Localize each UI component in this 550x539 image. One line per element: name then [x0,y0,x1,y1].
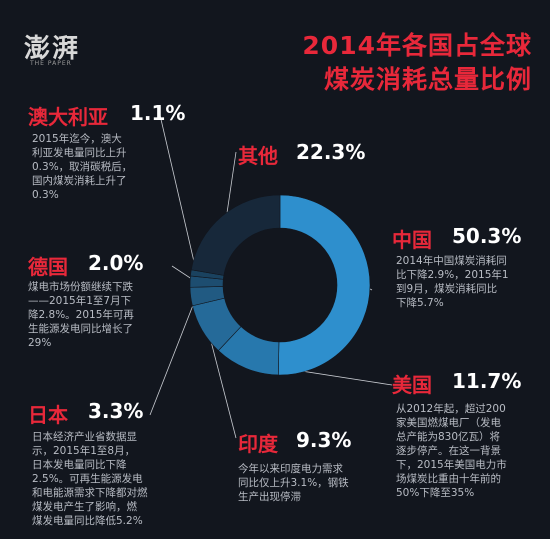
desc-line: 到9月，煤炭消耗同比 [396,283,498,295]
desc-line: 和电能源需求下降都对燃 [32,487,148,499]
label-other-pct: 22.3% [296,140,366,164]
label-india-pct: 9.3% [296,428,352,452]
desc-line: 日本经济产业省数据显 [32,431,137,443]
donut-slices [189,194,371,376]
leader-line-japan [149,295,198,416]
label-india-desc: 今年以来印度电力需求 同比仅上升3.1%，钢铁 生产出现停滞 [238,462,378,504]
desc-line: 2.5%。可再生能源发电 [32,473,143,485]
label-germany-pct: 2.0% [88,251,144,275]
label-australia-pct: 1.1% [130,101,186,125]
label-china-name: 中国 [392,228,432,252]
desc-line: ——2015年1至7月下 [28,295,132,307]
label-japan-pct: 3.3% [88,399,144,423]
slice-other [190,194,281,276]
desc-line: 煤电市场份额继续下跌 [28,281,133,293]
label-germany-desc: 煤电市场份额继续下跌 ——2015年1至7月下 降2.8%。2015年可再 生能源发电… [28,280,168,350]
label-australia-name: 澳大利亚 [28,105,108,129]
desc-line: 2015年迄今，澳大 [32,133,122,145]
label-japan-name: 日本 [28,403,68,427]
desc-line: 下降5.7% [396,297,444,309]
chart-title-line2: 煤炭消耗总量比例 [323,65,532,94]
desc-line: 煤发电产生了影响，燃 [32,501,137,513]
label-australia-desc: 2015年迄今，澳大 利亚发电量同比上升 0.3%，取消碳税后， 国内煤炭消耗上升了 0… [32,132,157,202]
label-usa-name: 美国 [392,373,432,397]
desc-line: 2014年中国煤炭消耗同 [396,255,507,267]
leader-line-australia [159,114,198,274]
desc-line: 国内煤炭消耗上升了 [32,175,127,187]
desc-line: 0.3% [32,189,59,201]
desc-line: 同比仅上升3.1%，钢铁 [238,477,349,489]
desc-line: 逐步停产。在这一背景 [396,445,501,457]
desc-line: 0.3%，取消碳税后， [32,161,133,173]
logo: 澎湃 [24,34,81,64]
desc-line: 29% [28,337,52,349]
desc-line: 总产能为830亿瓦）将 [396,431,501,443]
label-usa-desc: 从2012年起，超过200 家美国燃煤电厂（发电 总产能为830亿瓦）将 逐步停产。在… [396,402,536,500]
label-india-name: 印度 [238,432,278,456]
label-germany-name: 德国 [28,255,68,279]
label-other-name: 其他 [238,144,278,168]
label-japan-desc: 日本经济产业省数据显 示，2015年1至8月， 日本发电量同比下降 2.5%。可再生能… [32,430,172,528]
desc-line: 利亚发电量同比上升 [32,147,127,159]
desc-line: 场煤炭比重由十年前的 [396,473,501,485]
desc-line: 50%下降至35% [396,487,475,499]
desc-line: 从2012年起，超过200 [396,403,506,415]
logo-subtitle: THE PAPER [30,60,72,67]
label-china-desc: 2014年中国煤炭消耗同 比下降2.9%，2015年1 到9月，煤炭消耗同比 下降5.… [396,254,536,310]
leader-line-other [225,151,237,221]
label-usa-pct: 11.7% [452,369,522,393]
desc-line: 比下降2.9%，2015年1 [396,269,509,281]
desc-line: 家美国燃煤电厂（发电 [396,417,501,429]
desc-line: 降2.8%。2015年可再 [28,309,134,321]
label-china-pct: 50.3% [452,224,522,248]
desc-line: 生产出现停滞 [238,491,301,503]
desc-line: 示，2015年1至8月， [32,445,136,457]
desc-line: 煤发电量同比降低5.2% [32,515,143,527]
leader-line-india [206,326,237,439]
desc-line: 今年以来印度电力需求 [238,463,343,475]
desc-line: 下，2015年美国电力市 [396,459,507,471]
slice-china [277,194,371,376]
chart-title-line1: 2014年各国占全球 [302,31,532,60]
desc-line: 生能源发电同比增长了 [28,323,133,335]
desc-line: 日本发电量同比下降 [32,459,127,471]
